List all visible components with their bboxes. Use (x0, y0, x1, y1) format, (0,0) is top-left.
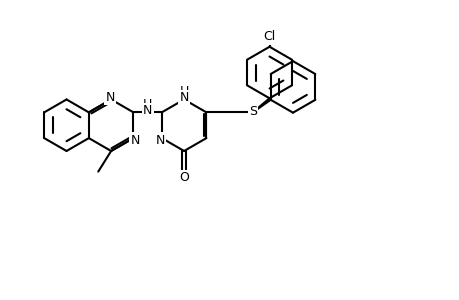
Text: S: S (248, 105, 256, 118)
Text: N: N (143, 104, 152, 117)
Text: O: O (179, 171, 189, 184)
Text: N: N (179, 91, 188, 104)
Text: H: H (143, 98, 152, 111)
Text: H: H (179, 85, 188, 98)
Text: Cl: Cl (263, 30, 275, 44)
Text: N: N (105, 91, 115, 104)
Text: N: N (130, 134, 140, 147)
Text: N: N (155, 134, 165, 147)
